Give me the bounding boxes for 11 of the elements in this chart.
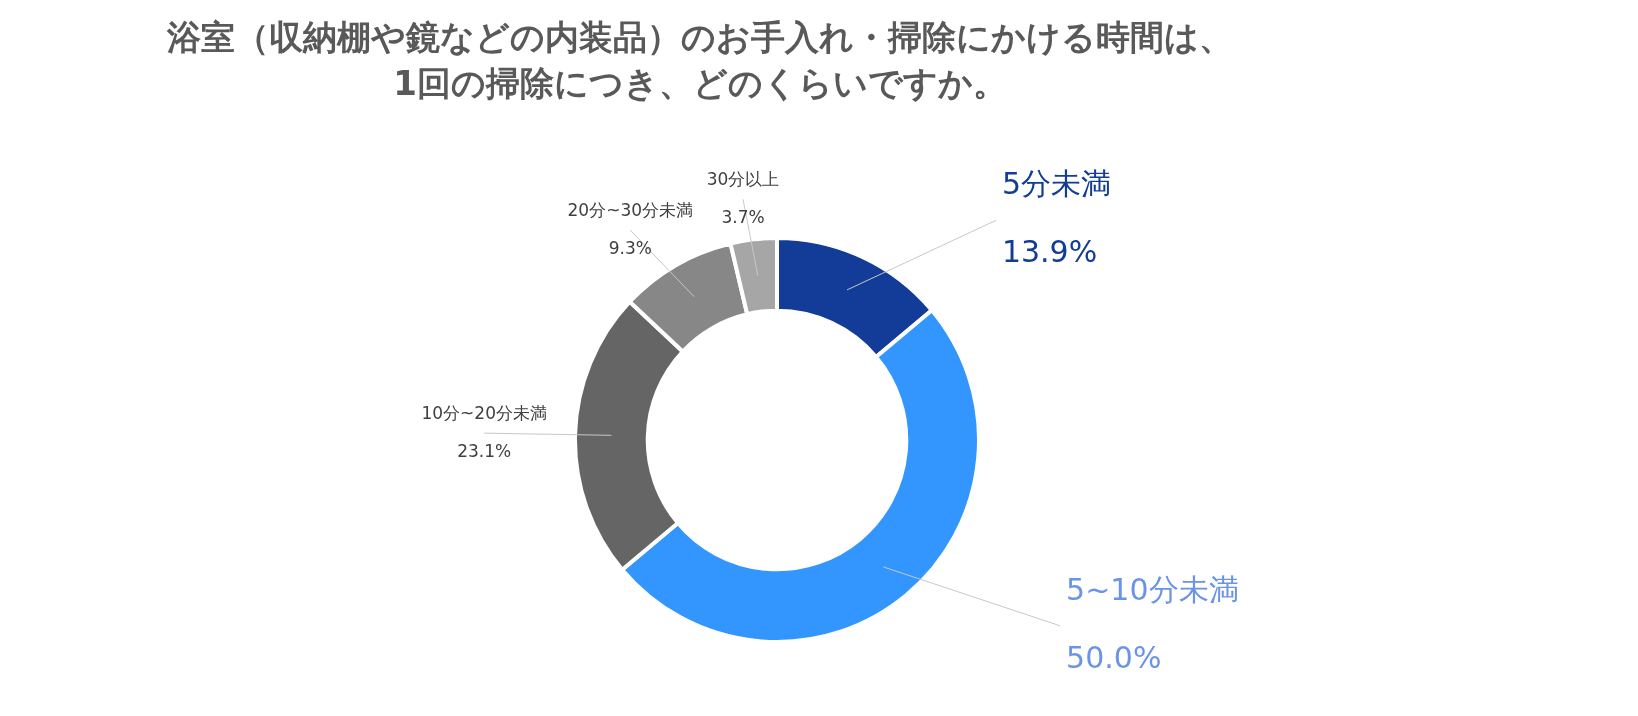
slice-label: 5分未満 <box>1001 166 1111 202</box>
slice-label: 20分~30分未満 <box>567 199 694 220</box>
slice-label: 30分以上 <box>706 168 780 189</box>
data-label: 3.7% <box>721 206 765 227</box>
slice-label: 10分~20分未満 <box>421 402 547 423</box>
slice-label: 5~10分未満 <box>1066 571 1239 607</box>
data-label: 50.0% <box>1066 639 1162 675</box>
data-label: 13.9% <box>1001 234 1098 270</box>
data-label: 23.1% <box>457 440 512 461</box>
data-label: 9.3% <box>608 237 652 258</box>
chart-title: 浴室（収納棚や鏡などの内装品）のお手入れ・掃除にかける時間は、 1回の掃除につき、どのくらいですか。 <box>166 16 1234 105</box>
